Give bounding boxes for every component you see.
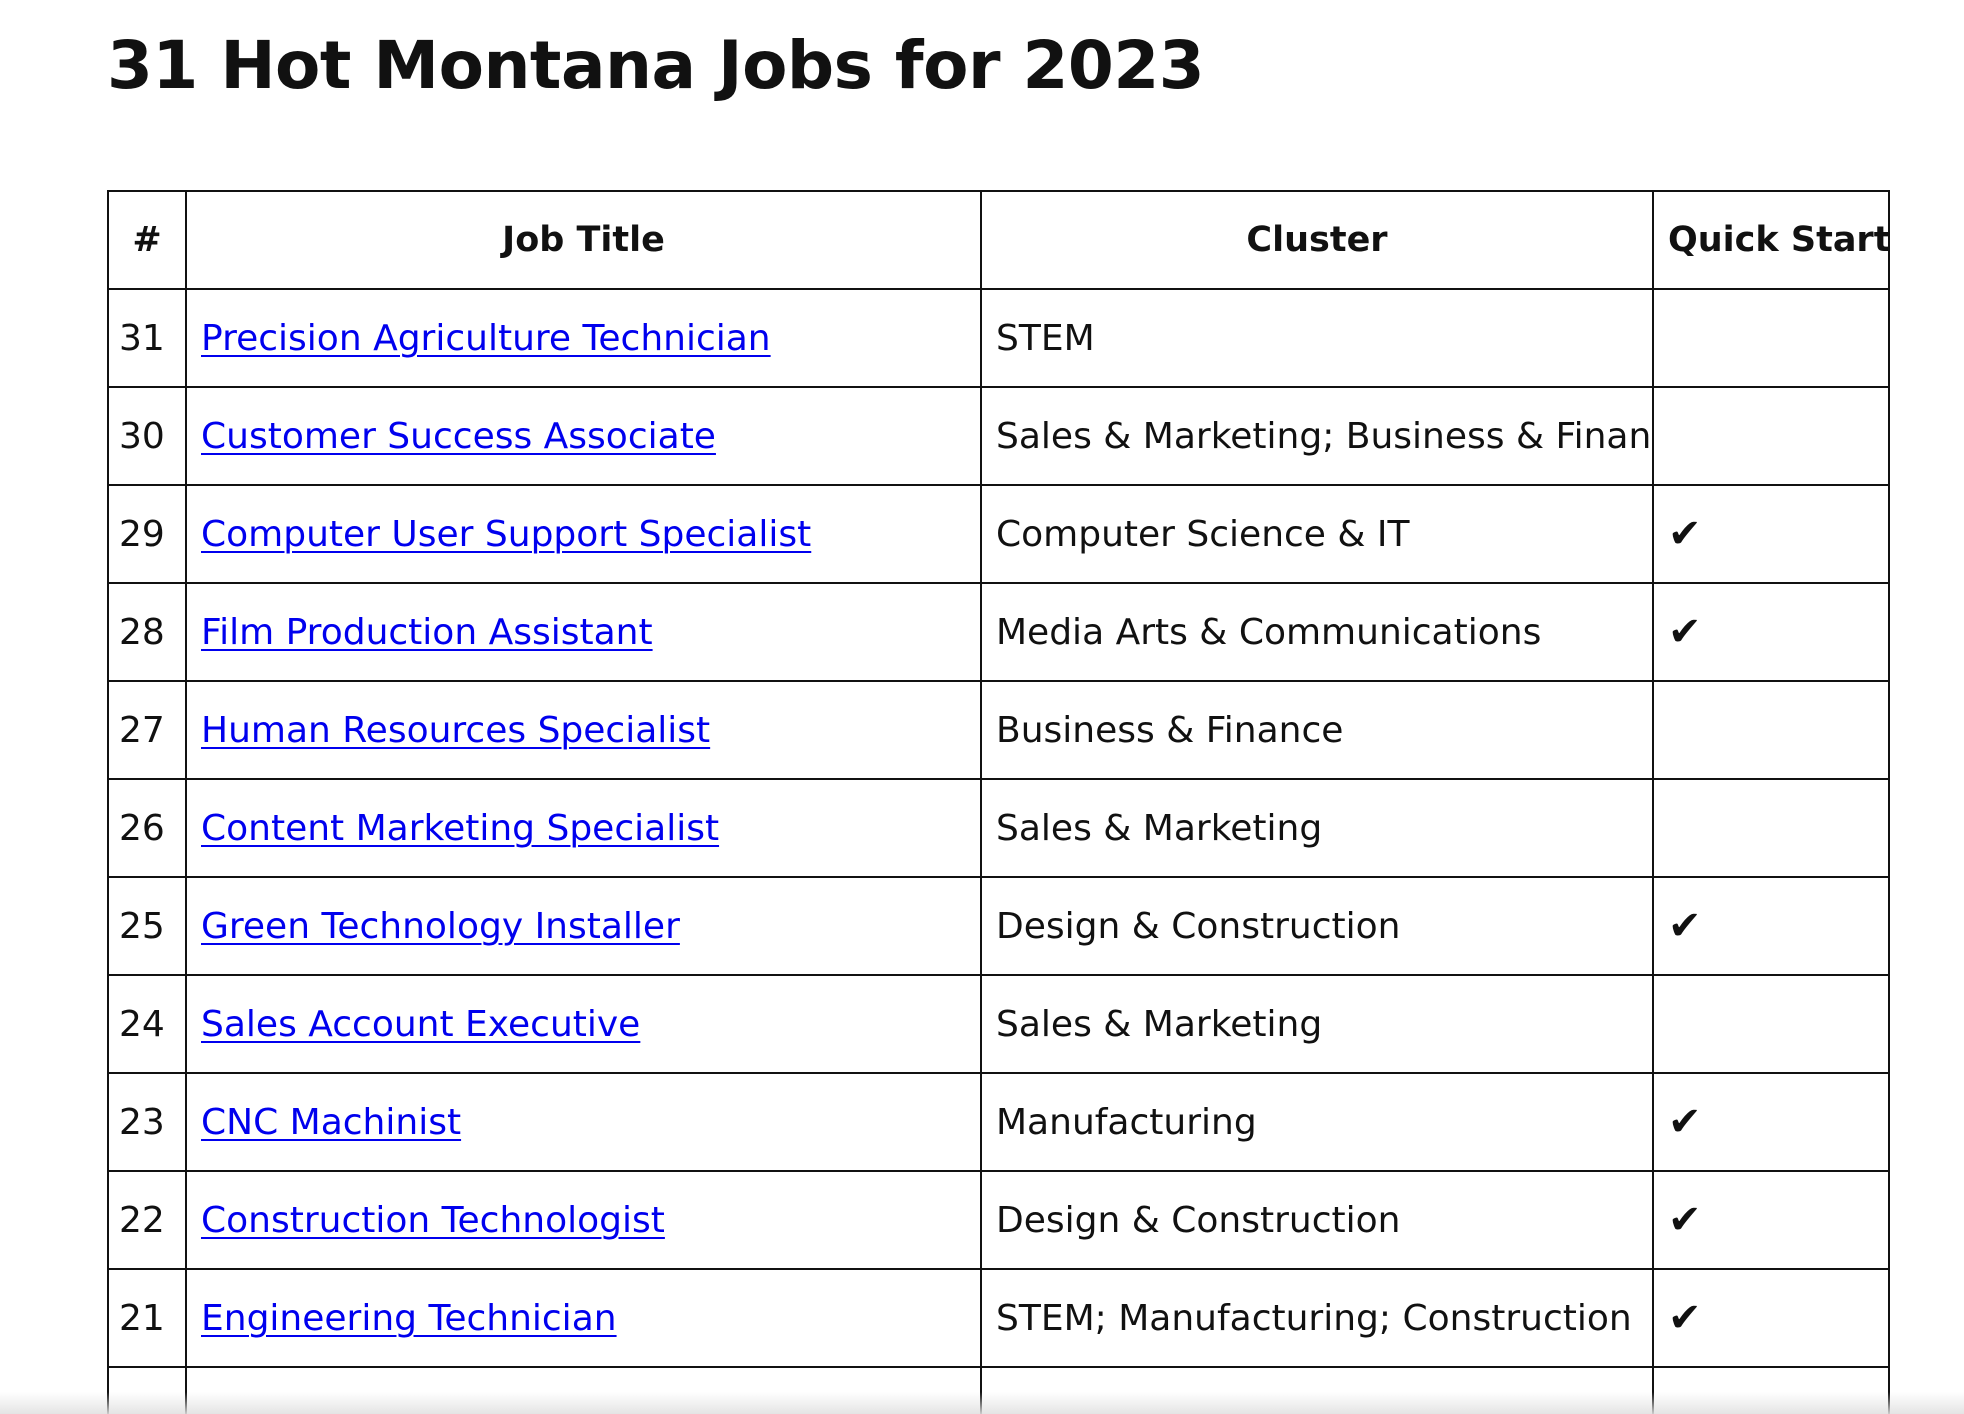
header-cluster: Cluster	[980, 190, 1654, 290]
job-title-cell: Human Resources Specialist	[185, 680, 982, 780]
row-number: 30	[107, 386, 187, 486]
quick-start-cell	[1652, 778, 1890, 878]
job-title-link[interactable]: Construction Technologist	[201, 1199, 665, 1241]
cluster-cell: Sales & Marketing; Business & Finance	[980, 386, 1654, 486]
table-row: 27 Human Resources Specialist Business & F…	[107, 680, 1890, 780]
row-number: 28	[107, 582, 187, 682]
bottom-scroll-shadow	[0, 1392, 1964, 1414]
job-title-link[interactable]: Engineering Technician	[201, 1297, 617, 1339]
job-title-link[interactable]: CNC Machinist	[201, 1101, 462, 1143]
job-title-cell: CNC Machinist	[185, 1072, 982, 1172]
table-row: 29 Computer User Support Specialist Comput…	[107, 484, 1890, 584]
table-row: 26 Content Marketing Specialist Sales & Ma…	[107, 778, 1890, 878]
row-number: 23	[107, 1072, 187, 1172]
job-title-link[interactable]: Film Production Assistant	[201, 611, 653, 653]
checkmark-icon: ✔	[1652, 1170, 1890, 1270]
cluster-cell: STEM	[980, 288, 1654, 388]
table-row: 25 Green Technology Installer Design & Con…	[107, 876, 1890, 976]
table-row: 30 Customer Success Associate Sales & Mark…	[107, 386, 1890, 486]
job-title-cell: Computer User Support Specialist	[185, 484, 982, 584]
quick-start-cell	[1652, 680, 1890, 780]
table-row: 22 Construction Technologist Design & Cons…	[107, 1170, 1890, 1270]
table-row: 31 Precision Agriculture Technician STEM	[107, 288, 1890, 388]
cluster-cell: STEM; Manufacturing; Construction	[980, 1268, 1654, 1368]
job-title-cell: Content Marketing Specialist	[185, 778, 982, 878]
page-title: 31 Hot Montana Jobs for 2023	[107, 27, 1205, 104]
header-quick-start: Quick Start	[1652, 190, 1890, 290]
job-title-link[interactable]: Computer User Support Specialist	[201, 513, 812, 555]
checkmark-icon: ✔	[1652, 1268, 1890, 1368]
cluster-cell: Manufacturing	[980, 1072, 1654, 1172]
cluster-cell: Media Arts & Communications	[980, 582, 1654, 682]
quick-start-cell	[1652, 974, 1890, 1074]
table-header-row: # Job Title Cluster Quick Start	[107, 190, 1890, 290]
row-number: 25	[107, 876, 187, 976]
row-number: 24	[107, 974, 187, 1074]
job-title-cell: Sales Account Executive	[185, 974, 982, 1074]
row-number: 22	[107, 1170, 187, 1270]
table-row: 24 Sales Account Executive Sales & Marketi…	[107, 974, 1890, 1074]
row-number: 26	[107, 778, 187, 878]
job-title-cell: Film Production Assistant	[185, 582, 982, 682]
cluster-cell: Sales & Marketing	[980, 778, 1654, 878]
job-title-cell: Construction Technologist	[185, 1170, 982, 1270]
job-title-link[interactable]: Precision Agriculture Technician	[201, 317, 771, 359]
job-title-cell: Engineering Technician	[185, 1268, 982, 1368]
job-title-link[interactable]: Content Marketing Specialist	[201, 807, 720, 849]
table-body: 31 Precision Agriculture Technician STEM 30…	[107, 288, 1890, 1414]
job-title-link[interactable]: Human Resources Specialist	[201, 709, 711, 751]
cluster-cell: Business & Finance	[980, 680, 1654, 780]
table-row: 21 Engineering Technician STEM; Manufactur…	[107, 1268, 1890, 1368]
cluster-cell: Sales & Marketing	[980, 974, 1654, 1074]
header-job-title: Job Title	[185, 190, 982, 290]
jobs-table: # Job Title Cluster Quick Start 31 Precis…	[107, 190, 1890, 1414]
job-title-link[interactable]: Sales Account Executive	[201, 1003, 641, 1045]
job-title-cell: Green Technology Installer	[185, 876, 982, 976]
job-title-link[interactable]: Customer Success Associate	[201, 415, 716, 457]
checkmark-icon: ✔	[1652, 876, 1890, 976]
quick-start-cell	[1652, 288, 1890, 388]
row-number: 21	[107, 1268, 187, 1368]
header-number: #	[107, 190, 187, 290]
cluster-cell: Computer Science & IT	[980, 484, 1654, 584]
job-title-cell: Customer Success Associate	[185, 386, 982, 486]
job-title-cell: Precision Agriculture Technician	[185, 288, 982, 388]
checkmark-icon: ✔	[1652, 582, 1890, 682]
table-row: 28 Film Production Assistant Media Arts & …	[107, 582, 1890, 682]
checkmark-icon: ✔	[1652, 1072, 1890, 1172]
job-title-link[interactable]: Green Technology Installer	[201, 905, 680, 947]
quick-start-cell	[1652, 386, 1890, 486]
table-row: 23 CNC Machinist Manufacturing ✔	[107, 1072, 1890, 1172]
cluster-cell: Design & Construction	[980, 876, 1654, 976]
cluster-cell: Design & Construction	[980, 1170, 1654, 1270]
row-number: 31	[107, 288, 187, 388]
row-number: 29	[107, 484, 187, 584]
checkmark-icon: ✔	[1652, 484, 1890, 584]
row-number: 27	[107, 680, 187, 780]
